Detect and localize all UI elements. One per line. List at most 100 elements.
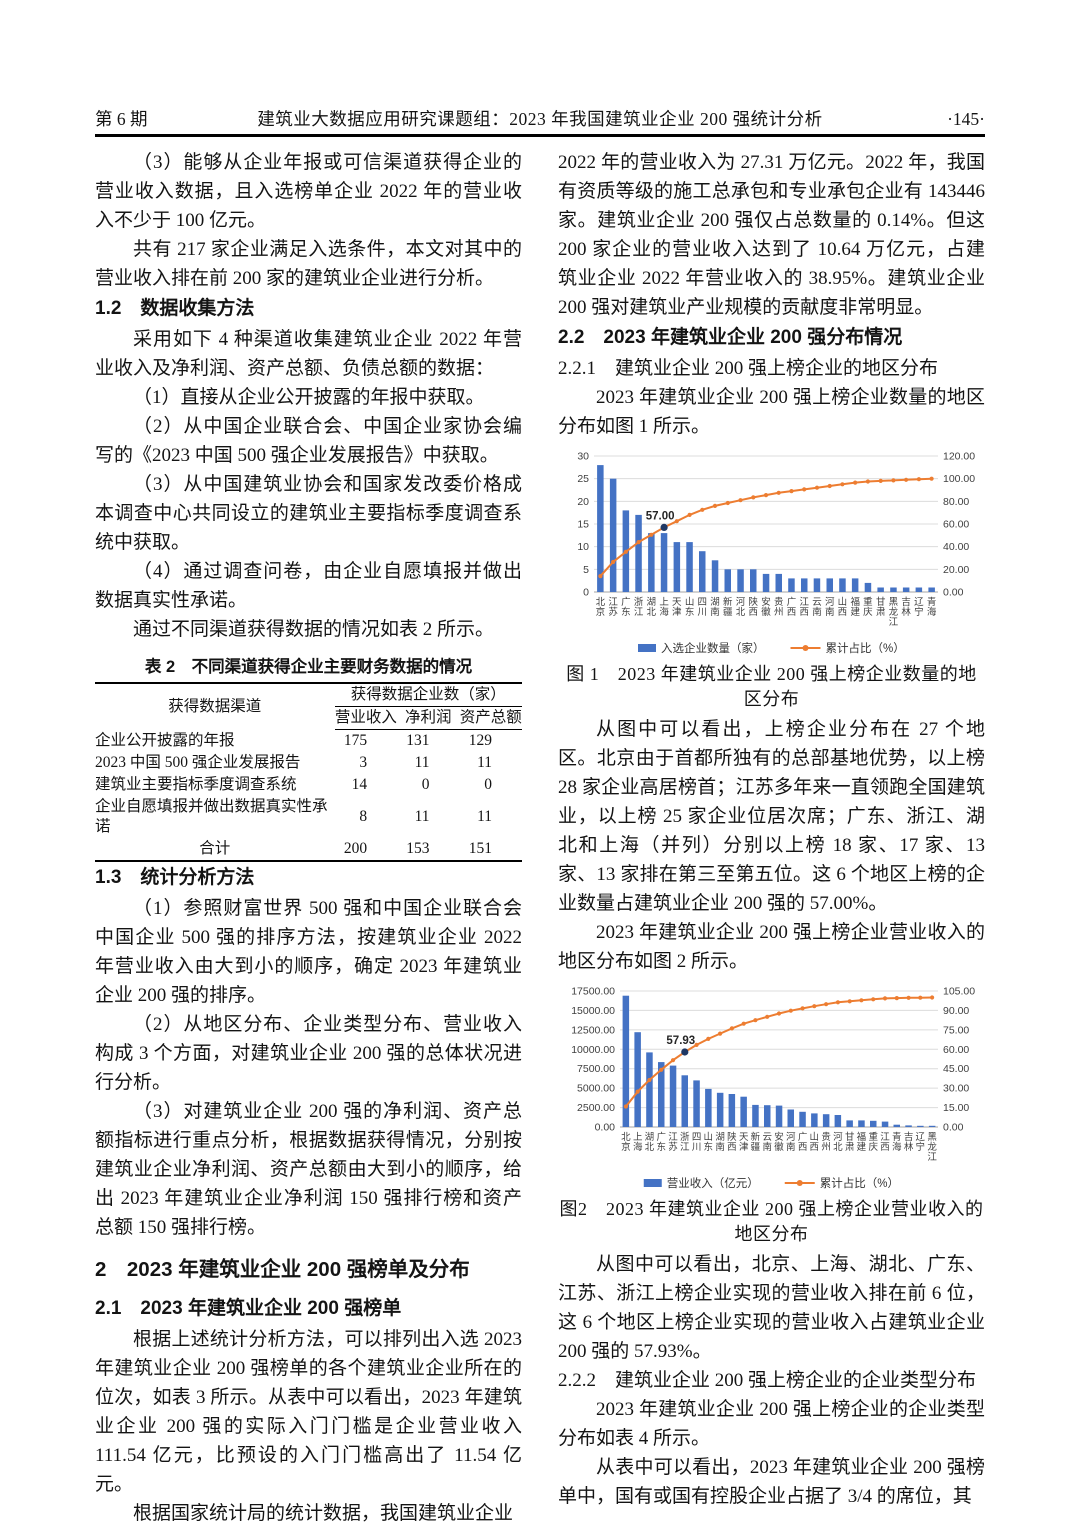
svg-text:徽: 徽 bbox=[761, 606, 771, 618]
svg-text:南: 南 bbox=[710, 606, 720, 618]
svg-text:江: 江 bbox=[927, 1152, 937, 1163]
svg-text:南: 南 bbox=[825, 606, 835, 618]
table2-value-cell: 153 bbox=[406, 840, 430, 857]
svg-text:西: 西 bbox=[727, 1142, 737, 1153]
svg-text:80.00: 80.00 bbox=[943, 496, 969, 508]
svg-text:60.00: 60.00 bbox=[943, 519, 969, 531]
svg-text:黑: 黑 bbox=[889, 597, 899, 608]
svg-text:庆: 庆 bbox=[868, 1141, 878, 1153]
table2-row-header: 获得数据渠道 bbox=[168, 697, 262, 715]
svg-text:甘: 甘 bbox=[876, 596, 886, 608]
table2-column-header: 营业收入 bbox=[334, 706, 398, 730]
table-row: 建筑业主要指标季度调查系统 14 0 0 bbox=[95, 774, 522, 796]
svg-text:贵: 贵 bbox=[774, 596, 784, 608]
right-column: 2022 年的营业收入为 27.31 万亿元。2022 年，我国有资质等级的施工… bbox=[558, 148, 985, 1526]
bar-series bbox=[597, 465, 935, 592]
paragraph: 通过不同渠道获得数据的情况如表 2 所示。 bbox=[133, 619, 495, 640]
svg-text:0.00: 0.00 bbox=[595, 1122, 616, 1134]
svg-text:5000.00: 5000.00 bbox=[577, 1083, 615, 1095]
svg-text:北: 北 bbox=[596, 597, 606, 608]
pareto-chart-svg: 17500.00 105.00 15000.00 90.00 12500.00 75.00… bbox=[571, 986, 975, 1191]
paragraph: （1）参照财富世界 500 强和中国企业联合会中国企业 500 强的排序方法，按… bbox=[95, 898, 522, 1006]
svg-text:海: 海 bbox=[659, 606, 669, 618]
svg-text:20: 20 bbox=[577, 496, 589, 508]
svg-text:州: 州 bbox=[821, 1142, 831, 1153]
table2-value-cell: 11 bbox=[414, 808, 430, 825]
legend-bar-swatch bbox=[643, 1179, 662, 1187]
svg-text:海: 海 bbox=[927, 606, 937, 618]
svg-text:江: 江 bbox=[668, 1132, 678, 1143]
cumulative-line bbox=[598, 476, 934, 579]
section-heading: 2.2.2 建筑业企业 200 强上榜企业的企业类型分布 bbox=[558, 1370, 977, 1391]
svg-text:上: 上 bbox=[633, 1132, 643, 1143]
table2-channel-cell: 合计 bbox=[199, 840, 231, 857]
section-heading: 2.2.1 建筑业企业 200 强上榜企业的地区分布 bbox=[558, 358, 939, 379]
running-title: 建筑业大数据应用研究课题组：2023 年我国建筑业企业 200 强统计分析 bbox=[257, 109, 823, 129]
annotation-point: 57.93 bbox=[666, 1035, 695, 1056]
svg-text:林: 林 bbox=[901, 606, 911, 618]
paragraph: 从图中可以看出，上榜企业分布在 27 个地区。北京由于首都所独有的总部基地优势，… bbox=[558, 719, 985, 914]
figure-2-pareto-chart: 17500.00 105.00 15000.00 90.00 12500.00 75.00… bbox=[558, 981, 986, 1195]
svg-text:2500.00: 2500.00 bbox=[577, 1102, 615, 1114]
svg-text:西: 西 bbox=[880, 1142, 890, 1153]
svg-text:京: 京 bbox=[621, 1141, 631, 1153]
svg-text:北: 北 bbox=[736, 607, 746, 618]
bar-series bbox=[622, 995, 936, 1127]
table2-group-header: 获得数据企业数（家） bbox=[334, 683, 522, 707]
svg-text:90.00: 90.00 bbox=[943, 1005, 969, 1017]
table2-value-cell: 11 bbox=[414, 754, 430, 771]
svg-text:新: 新 bbox=[723, 596, 733, 608]
svg-text:入选企业数量（家）: 入选企业数量（家） bbox=[661, 641, 765, 655]
svg-text:南: 南 bbox=[715, 1141, 725, 1153]
svg-text:川: 川 bbox=[698, 607, 708, 618]
svg-text:山: 山 bbox=[704, 1132, 714, 1143]
table2-column-header: 资产总额 bbox=[459, 706, 522, 730]
svg-text:广: 广 bbox=[798, 1131, 808, 1143]
svg-text:河: 河 bbox=[786, 1131, 796, 1143]
svg-text:营业收入（亿元）: 营业收入（亿元） bbox=[667, 1176, 759, 1190]
table2-value-cell: 200 bbox=[343, 840, 368, 857]
svg-text:45.00: 45.00 bbox=[943, 1063, 969, 1075]
paragraph: 2022 年的营业收入为 27.31 万亿元。2022 年，我国有资质等级的施工… bbox=[558, 152, 985, 318]
svg-text:西: 西 bbox=[810, 1142, 820, 1153]
figure-2-caption: 图2 2023 年建筑业企业 200 强上榜企业营业收入的地区分布 bbox=[559, 1199, 984, 1244]
table2-value-cell: 11 bbox=[477, 808, 492, 825]
svg-text:20.00: 20.00 bbox=[943, 564, 969, 576]
svg-text:肃: 肃 bbox=[845, 1141, 855, 1153]
svg-text:浙: 浙 bbox=[634, 596, 644, 608]
svg-text:北: 北 bbox=[833, 1142, 843, 1153]
svg-text:四: 四 bbox=[698, 597, 708, 608]
table2-value-cell: 175 bbox=[343, 732, 368, 749]
svg-text:江: 江 bbox=[634, 607, 644, 618]
svg-text:山: 山 bbox=[810, 1132, 820, 1143]
paragraph: （3）能够从企业年报或可信渠道获得企业的营业收入数据，且入选榜单企业 2022 … bbox=[95, 152, 522, 231]
svg-text:湖: 湖 bbox=[710, 597, 720, 608]
section-heading: 2 2023 年建筑业企业 200 强榜单及分布 bbox=[95, 1258, 470, 1281]
svg-text:15000.00: 15000.00 bbox=[571, 1005, 615, 1017]
svg-text:安: 安 bbox=[774, 1131, 784, 1143]
journal-issue: 第 6 期 bbox=[95, 109, 148, 129]
svg-text:0.00: 0.00 bbox=[943, 1122, 964, 1134]
svg-text:辽: 辽 bbox=[916, 1131, 926, 1143]
svg-text:75.00: 75.00 bbox=[943, 1024, 969, 1036]
svg-text:河: 河 bbox=[825, 596, 835, 608]
section-heading: 1.3 统计分析方法 bbox=[95, 867, 255, 888]
page-number: ·145· bbox=[947, 109, 985, 129]
svg-text:吉: 吉 bbox=[904, 1132, 914, 1143]
svg-text:南: 南 bbox=[812, 606, 822, 618]
svg-text:105.00: 105.00 bbox=[943, 986, 975, 998]
paragraph: 2023 年建筑业企业 200 强上榜企业数量的地区分布如图 1 所示。 bbox=[558, 387, 985, 437]
paragraph: （1）直接从企业公开披露的年报中获取。 bbox=[133, 387, 485, 408]
paragraph: （4）通过调查问卷，由企业自愿填报并做出数据真实性承诺。 bbox=[95, 561, 522, 611]
svg-text:0.00: 0.00 bbox=[943, 587, 964, 599]
svg-text:上: 上 bbox=[659, 597, 669, 608]
svg-text:广: 广 bbox=[621, 596, 631, 608]
svg-text:龙: 龙 bbox=[889, 606, 899, 618]
svg-text:肃: 肃 bbox=[876, 606, 886, 618]
svg-text:浙: 浙 bbox=[680, 1131, 690, 1143]
svg-text:10000.00: 10000.00 bbox=[571, 1044, 615, 1056]
svg-text:苏: 苏 bbox=[608, 606, 618, 618]
right-column-text-bottom: 从图中可以看出，北京、上海、湖北、广东、江苏、浙江上榜企业实现的营业收入排在前 … bbox=[558, 1250, 985, 1511]
table-row: 2023 中国 500 强企业发展报告 3 11 11 bbox=[95, 752, 522, 774]
